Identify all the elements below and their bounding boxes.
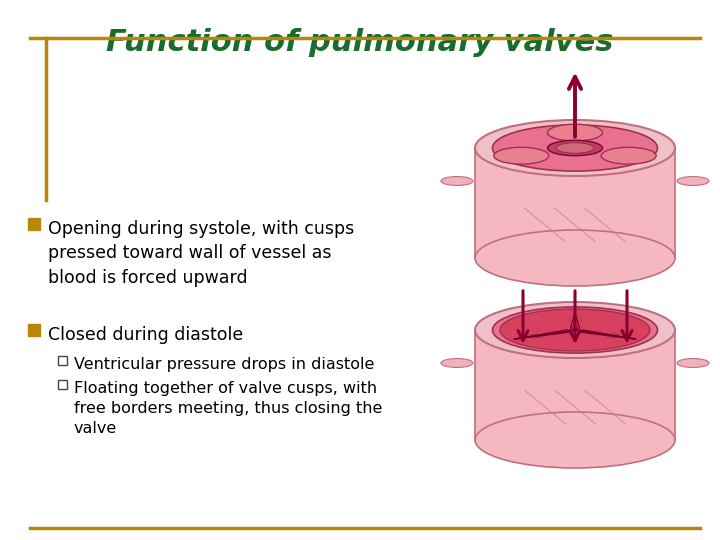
Text: Closed during diastole: Closed during diastole (48, 326, 243, 344)
Ellipse shape (492, 307, 657, 353)
Ellipse shape (494, 147, 549, 164)
Polygon shape (578, 330, 636, 339)
Ellipse shape (601, 147, 656, 164)
Ellipse shape (475, 412, 675, 468)
Polygon shape (514, 330, 572, 339)
Bar (28, 218, 40, 230)
Ellipse shape (500, 309, 650, 351)
Ellipse shape (547, 124, 603, 141)
Text: Floating together of valve cusps, with
free borders meeting, thus closing the
va: Floating together of valve cusps, with f… (74, 381, 382, 436)
Ellipse shape (441, 359, 473, 368)
Text: Opening during systole, with cusps
pressed toward wall of vessel as
blood is for: Opening during systole, with cusps press… (48, 220, 354, 287)
Ellipse shape (677, 177, 709, 185)
Bar (58, 356, 67, 365)
Ellipse shape (572, 329, 578, 331)
Polygon shape (475, 330, 675, 440)
Ellipse shape (492, 125, 657, 171)
Text: Ventricular pressure drops in diastole: Ventricular pressure drops in diastole (74, 357, 374, 372)
Ellipse shape (677, 359, 709, 368)
Text: Function of pulmonary valves: Function of pulmonary valves (107, 28, 613, 57)
Bar (58, 380, 67, 389)
Ellipse shape (556, 143, 594, 153)
Polygon shape (475, 148, 675, 258)
Ellipse shape (547, 140, 603, 156)
Ellipse shape (475, 302, 675, 358)
Ellipse shape (441, 177, 473, 185)
Ellipse shape (475, 230, 675, 286)
Ellipse shape (475, 120, 675, 176)
Bar (28, 324, 40, 336)
Polygon shape (570, 312, 580, 328)
